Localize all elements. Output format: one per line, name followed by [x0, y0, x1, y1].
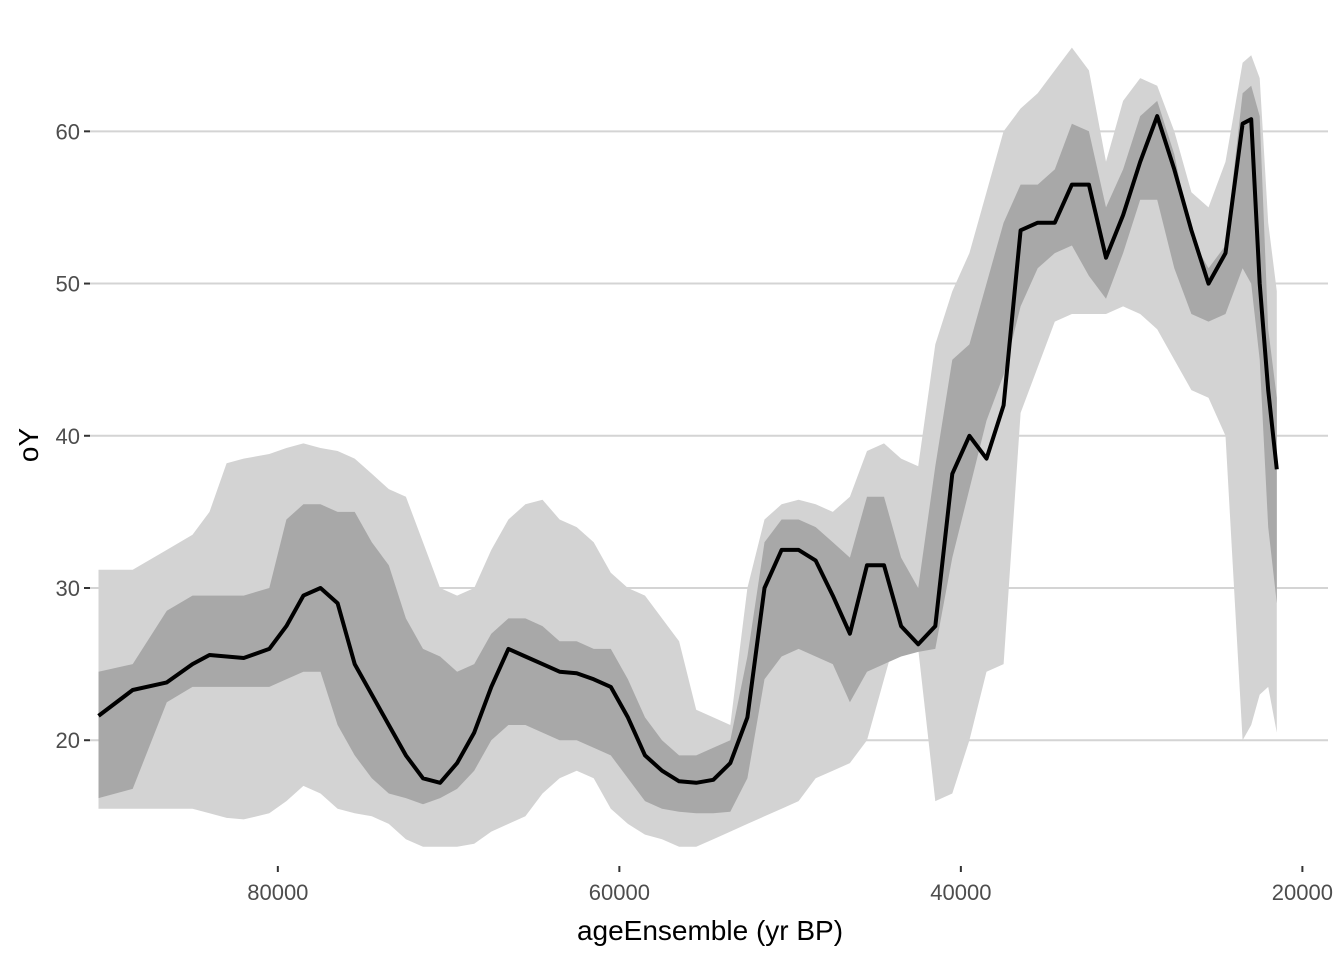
x-axis-ticks: 80000 60000 40000 20000: [247, 866, 1333, 905]
x-axis-label: ageEnsemble (yr BP): [577, 915, 843, 946]
x-tick-label: 20000: [1272, 880, 1333, 905]
y-axis-label: oY: [13, 428, 44, 463]
x-tick-label: 60000: [589, 880, 650, 905]
median-line: [97, 114, 1279, 785]
y-tick-label: 50: [56, 272, 80, 297]
uncertainty-bands: [98, 47, 1277, 847]
y-tick-label: 60: [56, 119, 80, 144]
outer-uncertainty-band: [98, 47, 1277, 847]
inner-uncertainty-band: [98, 85, 1277, 814]
median-line-group: [97, 114, 1279, 785]
y-tick-label: 20: [56, 728, 80, 753]
x-tick-label: 40000: [930, 880, 991, 905]
y-tick-label: 40: [56, 424, 80, 449]
y-axis-ticks: 20 30 40 50 60: [56, 119, 90, 753]
y-tick-label: 30: [56, 576, 80, 601]
x-tick-label: 80000: [247, 880, 308, 905]
